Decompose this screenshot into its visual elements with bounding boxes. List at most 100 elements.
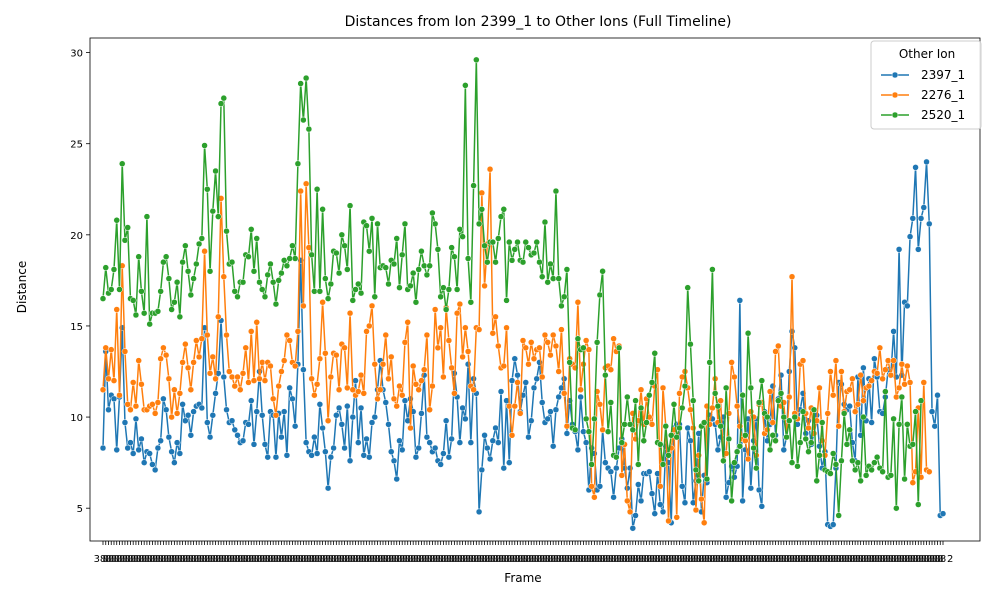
data-point	[684, 424, 691, 432]
data-point	[440, 373, 447, 381]
data-point	[209, 412, 217, 419]
data-point	[799, 357, 807, 364]
data-point	[418, 410, 425, 417]
data-point	[610, 335, 617, 342]
data-point	[700, 519, 708, 527]
x-tick-label: 8	[888, 554, 894, 565]
data-point	[495, 235, 502, 242]
y-tick-label: 20	[70, 231, 83, 242]
data-point	[324, 417, 332, 424]
x-tick-label: 8	[245, 554, 251, 565]
data-point	[102, 264, 109, 271]
data-point	[462, 82, 469, 89]
data-point	[335, 269, 343, 277]
data-point	[934, 391, 941, 399]
data-point	[283, 452, 291, 459]
data-point	[673, 433, 680, 441]
x-tick-label: 8	[789, 554, 795, 565]
x-tick-label: 8	[668, 554, 674, 565]
x-tick-label: 8	[462, 554, 468, 565]
data-point	[415, 386, 422, 393]
data-point	[231, 426, 239, 434]
data-point	[316, 288, 324, 295]
data-point	[706, 359, 713, 366]
data-point	[766, 388, 774, 395]
x-tick-label: 8	[201, 554, 207, 565]
data-point	[755, 486, 763, 494]
data-point	[415, 444, 422, 452]
data-point	[769, 432, 777, 439]
data-point	[415, 266, 422, 273]
x-tick-label: 8	[770, 554, 776, 565]
data-point	[157, 437, 164, 445]
data-point	[220, 94, 228, 102]
data-point	[538, 273, 546, 280]
data-point	[445, 337, 453, 344]
x-tick-label: 8	[418, 554, 424, 565]
data-point	[563, 422, 571, 430]
x-tick-label: 8	[234, 554, 240, 565]
data-point	[280, 257, 288, 264]
data-point	[684, 284, 691, 291]
data-point	[286, 384, 293, 392]
data-point	[360, 390, 368, 397]
data-point	[149, 401, 156, 408]
data-point	[810, 406, 818, 414]
data-point	[253, 235, 260, 242]
data-point	[580, 428, 587, 435]
x-tick-label: 8	[372, 554, 378, 565]
data-point	[486, 455, 494, 463]
x-tick-label: 8	[166, 554, 172, 565]
data-point	[445, 286, 453, 293]
legend-label: 2397_1	[921, 68, 965, 82]
x-tick-label: 8	[259, 554, 265, 565]
data-point	[868, 466, 875, 474]
data-point	[212, 375, 219, 383]
data-point	[475, 508, 483, 516]
x-tick-label: 8	[915, 554, 921, 565]
x-tick-label: 8	[314, 554, 320, 565]
data-point	[818, 419, 826, 426]
data-point	[607, 468, 615, 475]
data-point	[772, 348, 779, 355]
data-point	[909, 479, 917, 486]
x-tick-label: 8	[583, 554, 589, 565]
data-point	[258, 359, 266, 366]
data-point	[577, 393, 584, 401]
x-tick-label: 8	[278, 554, 284, 565]
data-point	[731, 459, 738, 466]
data-point	[533, 375, 540, 383]
data-point	[250, 268, 258, 275]
data-point	[865, 382, 873, 390]
data-point	[838, 368, 845, 375]
data-point	[107, 286, 115, 293]
data-point	[939, 510, 947, 517]
data-point	[357, 371, 365, 379]
data-point	[448, 244, 455, 251]
data-point	[138, 435, 145, 443]
x-tick-label: 8	[454, 554, 460, 565]
data-point	[162, 253, 170, 260]
x-tick-label: 8	[547, 554, 553, 565]
x-tick-label: 8	[457, 554, 463, 565]
x-tick-label: 8	[685, 554, 691, 565]
x-tick-label: 8	[350, 554, 356, 565]
x-tick-label: 8	[816, 554, 822, 565]
data-point	[349, 386, 357, 393]
data-point	[171, 299, 178, 306]
data-point	[294, 328, 302, 335]
data-point	[849, 375, 856, 383]
data-point	[124, 401, 131, 408]
data-point	[904, 302, 911, 310]
data-point	[220, 373, 228, 381]
data-point	[154, 399, 162, 406]
x-tick-label: 8	[135, 554, 141, 565]
data-point	[816, 452, 823, 459]
data-point	[184, 268, 192, 275]
x-tick-label: 8	[108, 554, 114, 565]
data-point	[489, 238, 497, 246]
x-tick-label: 8	[440, 554, 446, 565]
data-point	[574, 299, 582, 306]
data-point	[294, 160, 302, 167]
data-point	[895, 246, 903, 253]
